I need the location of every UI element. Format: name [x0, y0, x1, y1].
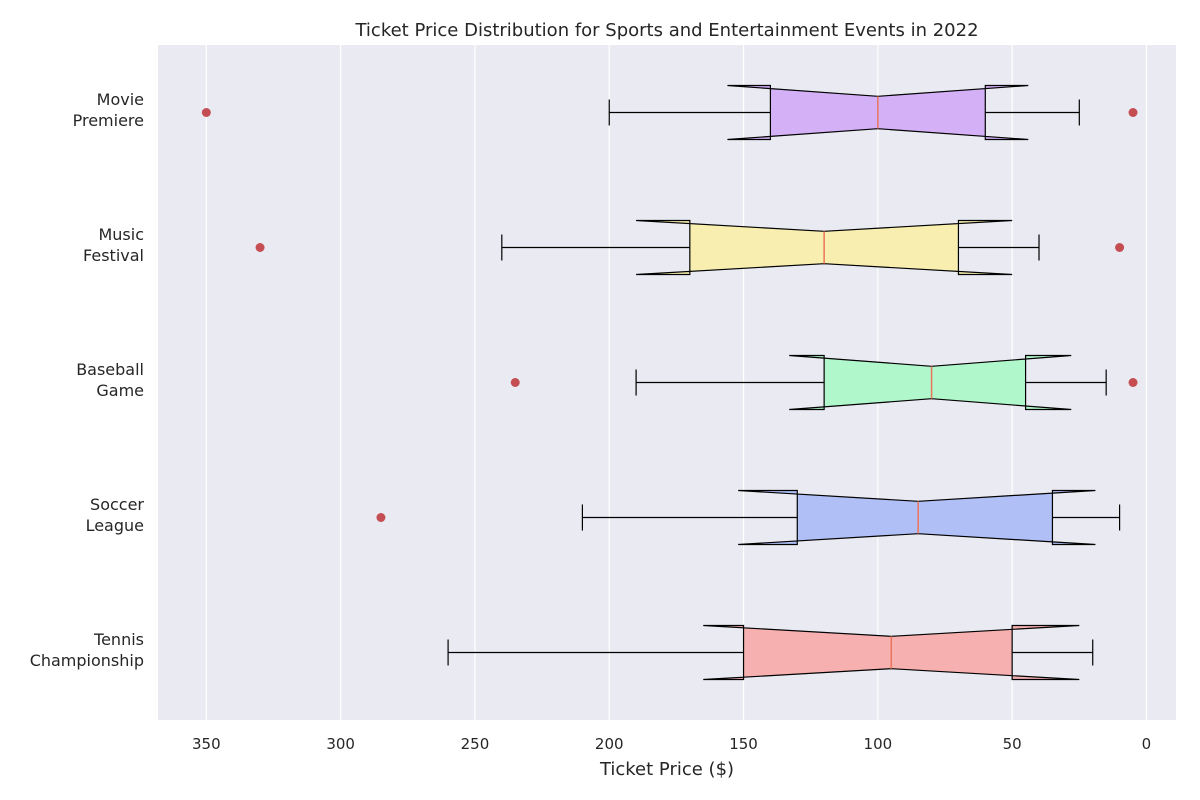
y-category-label: Baseball Game: [76, 360, 144, 400]
x-axis-ticks: 350 300 250 200 150 100 50 0: [192, 735, 1151, 753]
x-tick-label: 300: [326, 735, 355, 753]
x-tick-label: 150: [729, 735, 758, 753]
y-category-label-line: Championship: [30, 651, 144, 670]
y-category-label: Tennis Championship: [30, 630, 144, 670]
outlier-point: [1128, 378, 1138, 387]
chart-title: Ticket Price Distribution for Sports and…: [354, 20, 978, 41]
outlier-point: [1115, 243, 1125, 252]
y-axis-labels: Movie Premiere Music Festival Baseball Game So…: [30, 90, 145, 670]
outlier-point: [510, 378, 520, 387]
outlier-point: [255, 243, 265, 252]
y-category-label-line: Festival: [83, 246, 144, 265]
box-series: [201, 84, 1138, 681]
outlier-point: [1128, 108, 1138, 117]
box-group: [255, 219, 1125, 276]
y-category-label-line: Tennis: [93, 630, 144, 649]
outlier-point: [201, 108, 211, 117]
x-tick-label: 0: [1142, 735, 1152, 753]
y-category-label-line: Music: [98, 225, 144, 244]
y-category-label: Movie Premiere: [73, 90, 144, 130]
x-tick-label: 250: [461, 735, 490, 753]
y-category-label-line: Soccer: [90, 495, 144, 514]
x-tick-label: 350: [192, 735, 221, 753]
x-tick-label: 200: [595, 735, 624, 753]
box-body: [738, 489, 1096, 546]
y-category-label-line: Movie: [97, 90, 144, 109]
y-category-label: Music Festival: [83, 225, 144, 265]
x-tick-label: 100: [864, 735, 893, 753]
y-category-label: Soccer League: [86, 495, 145, 535]
box-body: [789, 354, 1072, 411]
y-category-label-line: League: [86, 516, 144, 535]
y-category-label-line: Premiere: [73, 111, 144, 130]
box-group: [201, 84, 1138, 141]
y-category-label-line: Baseball: [76, 360, 144, 379]
box-group: [447, 624, 1094, 681]
x-axis-label: Ticket Price ($): [599, 759, 734, 780]
box-group: [376, 489, 1121, 546]
x-tick-label: 50: [1003, 735, 1022, 753]
outlier-point: [376, 513, 386, 522]
y-category-label-line: Game: [96, 381, 144, 400]
box-group: [510, 354, 1138, 411]
